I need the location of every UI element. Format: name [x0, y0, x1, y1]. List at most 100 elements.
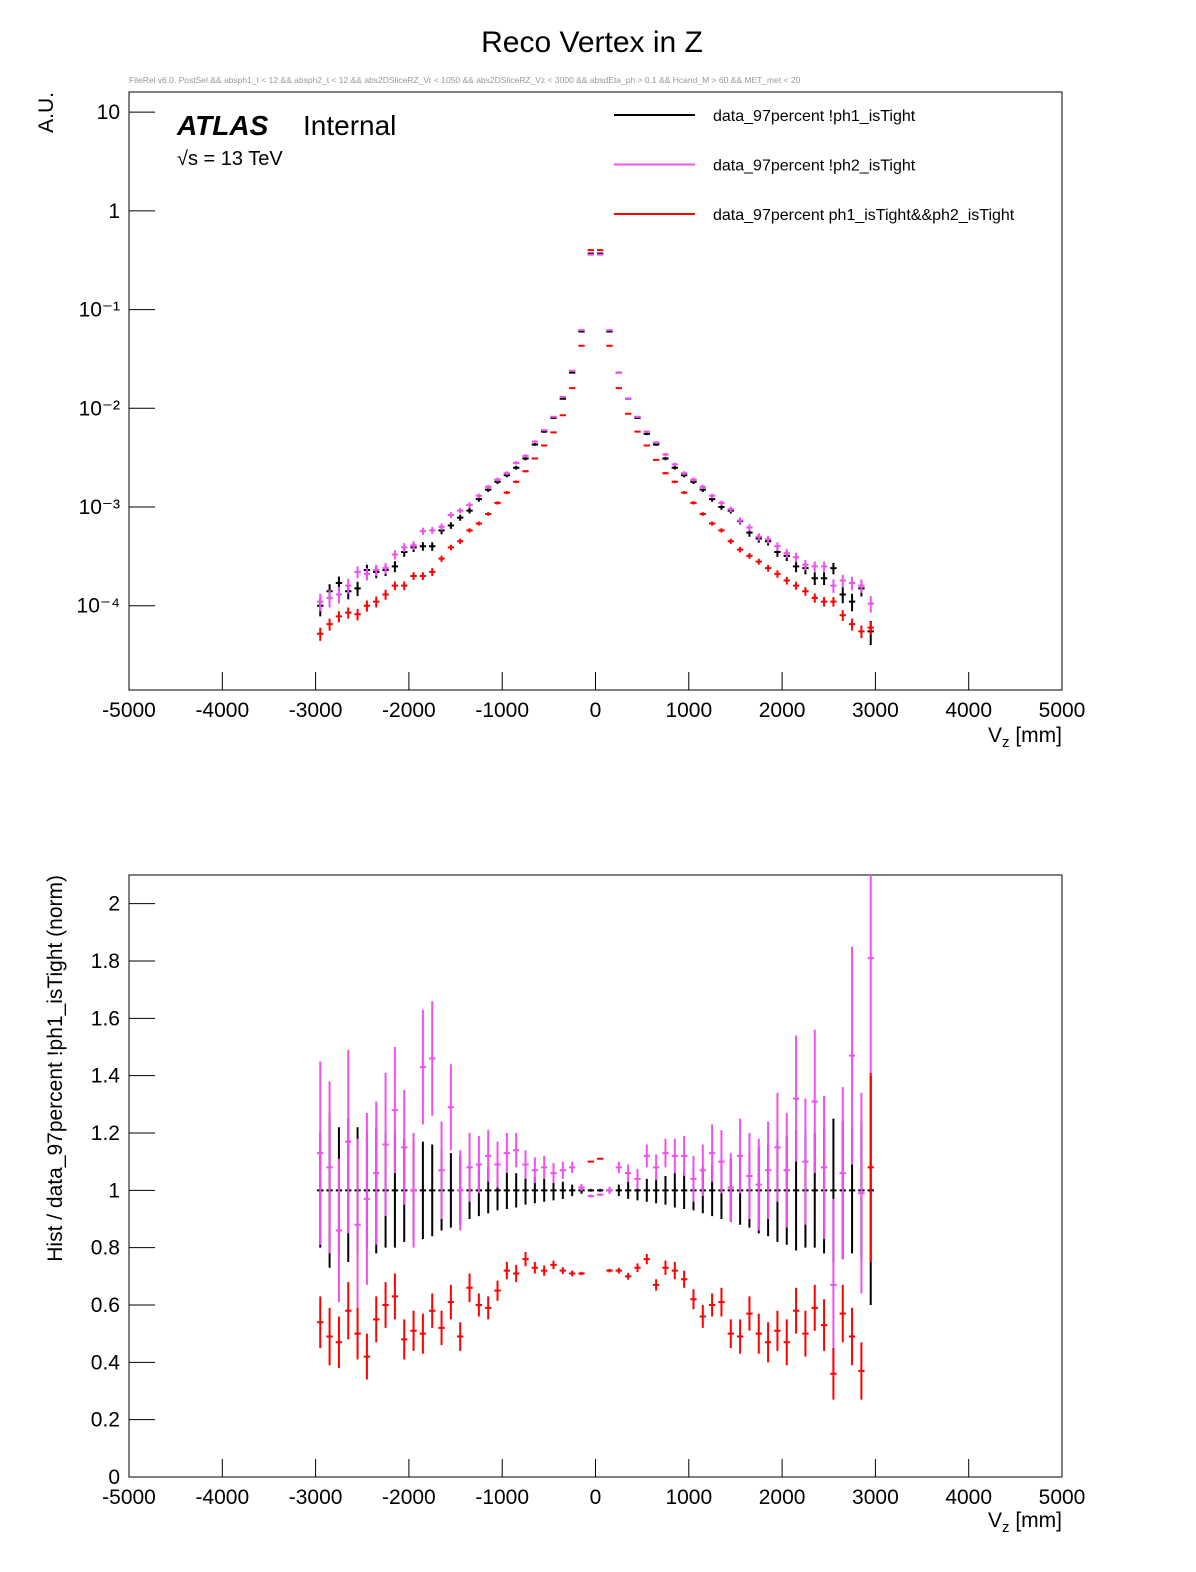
error-bar-point [727, 1153, 734, 1222]
error-bar-point [708, 521, 716, 526]
error-bar-point [708, 1124, 716, 1182]
error-bar-point [578, 1184, 585, 1191]
error-bar-point [671, 480, 678, 484]
error-bar-point [783, 548, 790, 559]
error-bar-point [802, 587, 809, 596]
error-bar-point [671, 462, 678, 467]
series [317, 1072, 874, 1400]
error-bar-point [466, 502, 473, 508]
x-tick-label: -3000 [289, 1486, 343, 1509]
error-bar-point [624, 1181, 632, 1199]
error-bar-point [541, 1178, 548, 1202]
error-bar-point [624, 397, 632, 400]
legend-label: data_97percent !ph1_isTight [713, 108, 916, 125]
error-bar-point [839, 587, 846, 604]
error-bar-point [317, 1061, 324, 1245]
error-bar-point [867, 596, 874, 613]
legend-label: data_97percent ph1_isTight&&ph2_isTight [713, 207, 1015, 224]
series [317, 875, 874, 1371]
x-label-unit: [mm] [1010, 724, 1063, 747]
error-bar-point [662, 1138, 669, 1168]
error-bar-point [503, 491, 511, 495]
error-bar-point [830, 579, 837, 593]
error-bar-point [447, 512, 455, 519]
error-bar-point [652, 1177, 660, 1204]
error-bar-point [820, 1299, 828, 1351]
error-bar-point [820, 597, 828, 607]
error-bar-point [671, 465, 678, 470]
y-tick-label: 10⁻¹ [79, 299, 120, 322]
error-bar-point [774, 1092, 781, 1202]
error-bar-point [317, 1296, 324, 1348]
error-bar-point [708, 1293, 716, 1317]
error-bar-point [559, 1267, 567, 1275]
error-bar-point [606, 344, 613, 347]
error-bar-point [522, 1251, 529, 1267]
x-tick-label: 1000 [665, 1486, 712, 1509]
x-tick-label: 2000 [759, 1486, 806, 1509]
error-bar-point [587, 1160, 594, 1163]
y-tick-label: 0.2 [91, 1409, 120, 1432]
error-bar-point [373, 564, 380, 576]
y-tick-label: 2 [108, 893, 120, 916]
x-tick-label: -3000 [289, 699, 343, 722]
error-bar-point [513, 1264, 520, 1283]
error-bar-point [419, 542, 427, 551]
error-bar-point [345, 1049, 352, 1234]
error-bar-point [569, 1161, 576, 1174]
error-bar-point [643, 1253, 650, 1265]
error-bar-point [830, 1198, 837, 1371]
error-bar-point [457, 1322, 464, 1351]
error-bar-point [578, 344, 585, 347]
error-bar-point [503, 1171, 511, 1209]
error-bar-point [531, 1262, 539, 1274]
error-bar-point [597, 1157, 604, 1160]
error-bar-point [792, 561, 800, 573]
x-label-sub: z [1002, 1519, 1010, 1536]
error-bar-point [867, 1072, 874, 1262]
x-tick-label: -5000 [102, 1486, 156, 1509]
error-bar-point [401, 1319, 408, 1360]
error-bar-point [410, 572, 417, 581]
error-bar-point [755, 1313, 762, 1354]
error-bar-point [727, 506, 734, 512]
error-bar-point [429, 542, 436, 551]
x-tick-label: -1000 [475, 1486, 529, 1509]
error-bar-point [680, 471, 688, 476]
error-bar-point [522, 1176, 529, 1205]
error-bar-point [680, 1171, 688, 1209]
error-bar-point [447, 1064, 455, 1151]
error-bar-point [373, 596, 380, 608]
error-bar-point [373, 1101, 380, 1245]
error-bar-point [755, 558, 762, 565]
error-bar-point [438, 1310, 445, 1346]
error-bar-point [457, 514, 464, 521]
error-bar-point [690, 477, 697, 482]
error-bar-point [354, 581, 361, 597]
error-bar-point [382, 562, 389, 575]
error-bar-point [569, 1184, 576, 1197]
error-bar-point [485, 1296, 492, 1320]
error-bar-point [820, 1095, 828, 1240]
error-bar-point [569, 369, 576, 372]
error-bar-point [401, 581, 408, 591]
error-bar-point [597, 1193, 604, 1197]
y-tick-label: 1.4 [91, 1065, 121, 1088]
error-bar-point [550, 1163, 557, 1184]
error-bar-point [830, 1348, 837, 1400]
error-bar-point [792, 581, 800, 590]
error-bar-point [531, 443, 539, 446]
error-bar-point [401, 1090, 408, 1205]
x-tick-label: 0 [590, 1486, 602, 1509]
x-tick-label: -1000 [475, 699, 529, 722]
error-bar-point [494, 1280, 501, 1301]
error-bar-point [718, 528, 725, 533]
error-bar-point [578, 330, 585, 333]
x-tick-label: -2000 [382, 1486, 436, 1509]
error-bar-point [783, 576, 790, 585]
x-tick-label: 3000 [852, 699, 899, 722]
error-bar-point [317, 627, 324, 641]
error-bar-point [429, 1293, 436, 1328]
error-bar-point [802, 559, 809, 571]
error-bar-point [858, 579, 865, 593]
